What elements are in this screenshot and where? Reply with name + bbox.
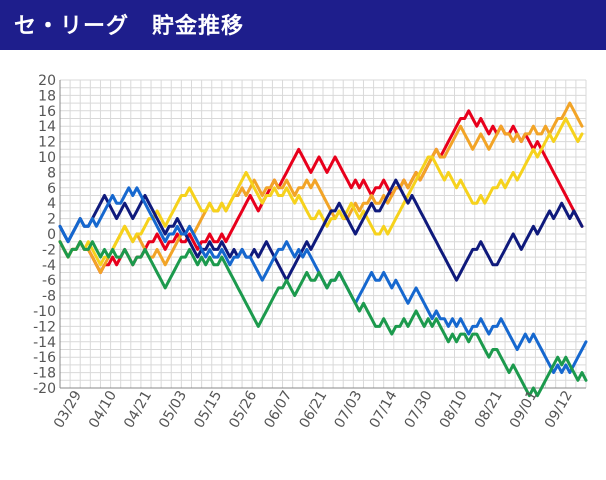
chart-card: 20 18 16 14 12 10 8 6 4 2 0 -2 -4 -6 -8 -10 -12 -14 -16 -18…	[0, 56, 606, 480]
y-tick-label: 6	[47, 181, 56, 197]
y-tick-label: 14	[38, 119, 56, 135]
x-tick-label: 07/14	[367, 388, 401, 431]
y-tick-labels: 20181614121086420-2-4-6-8-10-12-14-16-18…	[33, 73, 56, 397]
y-tick-label: -14	[33, 335, 56, 351]
series-lines	[58, 101, 588, 398]
y-tick-label: 18	[38, 88, 56, 104]
y-tick-label: 4	[47, 196, 56, 212]
x-tick-labels: 03/29 04/10 04/21 05/03 05/15 05/26 06/07 06/21…	[51, 388, 576, 431]
series-line-navy	[58, 178, 584, 282]
y-tick-label: 2	[47, 212, 56, 228]
y-tick-label: -16	[33, 350, 56, 366]
x-tick-label: 08/21	[472, 388, 506, 431]
y-tick-label: 12	[38, 135, 56, 151]
x-tick-label: 08/10	[437, 388, 471, 431]
y-tick-label: -10	[33, 304, 56, 320]
y-tick-label: 8	[47, 165, 56, 181]
y-tick-label: 16	[38, 104, 56, 120]
y-tick-label: 0	[47, 227, 56, 243]
axes	[59, 80, 586, 389]
series-line-green	[58, 240, 588, 398]
x-tick-label: 09/12	[542, 388, 576, 431]
x-tick-label: 09/01	[507, 388, 541, 431]
page-title: セ・リーグ 貯金推移	[14, 14, 245, 39]
grid	[59, 79, 587, 389]
x-tick-label: 05/26	[226, 388, 260, 431]
y-tick-label: -12	[33, 319, 56, 335]
y-tick-label: -8	[42, 289, 56, 305]
x-tick-label: 05/15	[191, 388, 225, 431]
y-tick-label: -2	[42, 242, 56, 258]
y-tick-label: -6	[42, 273, 56, 289]
y-tick-label: -18	[33, 366, 56, 382]
x-tick-label: 06/21	[296, 388, 330, 431]
header-bar: セ・リーグ 貯金推移	[0, 0, 606, 50]
x-tick-label: 07/03	[331, 388, 365, 431]
x-tick-label: 06/07	[261, 388, 295, 431]
x-tick-label: 04/21	[121, 388, 155, 431]
series-line-yellow	[58, 117, 584, 267]
y-tick-label: -4	[42, 258, 56, 274]
x-tick-label: 05/03	[156, 388, 190, 431]
x-tick-label: 04/10	[86, 388, 120, 431]
y-tick-label: -20	[33, 381, 56, 397]
x-tick-label: 03/29	[51, 388, 85, 431]
savings-trend-chart: 20181614121086420-2-4-6-8-10-12-14-16-18…	[33, 73, 588, 431]
y-tick-label: 20	[38, 73, 56, 89]
y-tick-label: 10	[38, 150, 56, 166]
series-line-red	[58, 109, 584, 274]
x-tick-label: 07/30	[402, 388, 436, 431]
